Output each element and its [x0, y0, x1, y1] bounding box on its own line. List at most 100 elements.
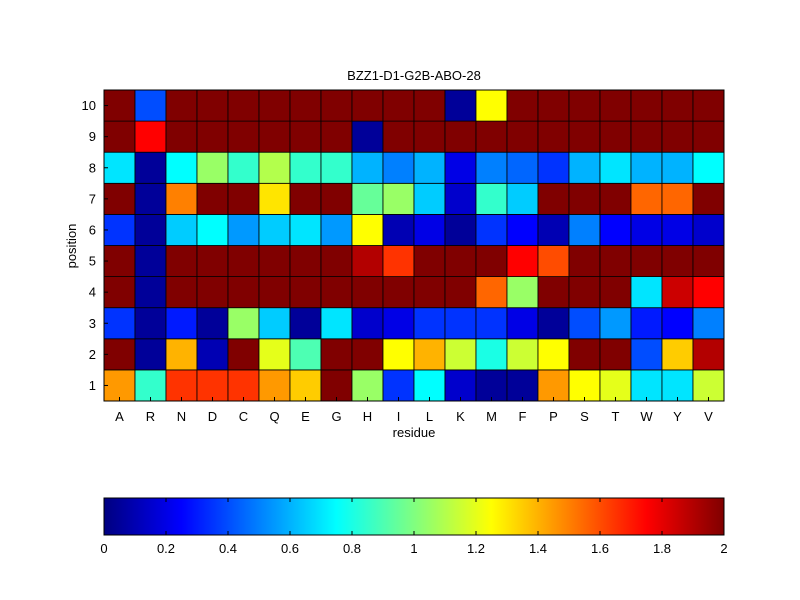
colorbar-tick-label: 2: [720, 541, 727, 556]
heatmap-cell: [289, 307, 322, 340]
heatmap-cell: [599, 276, 632, 309]
heatmap-cell: [692, 120, 725, 153]
heatmap-cell: [382, 245, 415, 278]
x-tick-label: K: [456, 409, 465, 424]
heatmap-cell: [351, 151, 384, 184]
y-tick-label: 9: [89, 129, 96, 144]
heatmap-cell: [413, 245, 446, 278]
heatmap-cell: [413, 276, 446, 309]
colorbar-tick-label: 1: [410, 541, 417, 556]
heatmap-cell: [630, 89, 663, 122]
heatmap-cell: [506, 369, 539, 402]
heatmap-cell: [661, 120, 694, 153]
heatmap-cell: [444, 276, 477, 309]
heatmap-cell: [382, 369, 415, 402]
heatmap-cell: [568, 89, 601, 122]
heatmap-cell: [475, 182, 508, 215]
heatmap-cell: [351, 307, 384, 340]
heatmap-cell: [134, 213, 167, 246]
heatmap-cell: [165, 213, 198, 246]
heatmap-cell: [444, 151, 477, 184]
heatmap-cell: [475, 245, 508, 278]
heatmap-cell: [196, 89, 229, 122]
heatmap-cell: [227, 213, 260, 246]
heatmap-cell: [630, 338, 663, 371]
heatmap-cell: [103, 276, 136, 309]
heatmap-cell: [103, 338, 136, 371]
x-tick-label: C: [239, 409, 248, 424]
heatmap-cell: [134, 307, 167, 340]
heatmap-cell: [475, 338, 508, 371]
x-tick-label: P: [549, 409, 558, 424]
heatmap-cell: [537, 151, 570, 184]
heatmap-cell: [568, 182, 601, 215]
heatmap-cell: [382, 307, 415, 340]
plot-frame: [103, 89, 725, 402]
heatmap-cell: [103, 182, 136, 215]
heatmap-cell: [568, 213, 601, 246]
x-tick-label: I: [397, 409, 401, 424]
heatmap-cell: [165, 369, 198, 402]
y-tick-label: 8: [89, 160, 96, 175]
heatmap-cell: [258, 182, 291, 215]
heatmap-cell: [165, 151, 198, 184]
y-tick-label: 1: [89, 378, 96, 393]
heatmap-cell: [289, 120, 322, 153]
y-tick-label: 5: [89, 254, 96, 269]
heatmap-cell: [599, 307, 632, 340]
heatmap-cell: [165, 89, 198, 122]
heatmap-cell: [568, 245, 601, 278]
y-tick-label: 4: [89, 285, 96, 300]
heatmap-cell: [599, 245, 632, 278]
heatmap-cell: [134, 369, 167, 402]
x-tick-label: Q: [269, 409, 279, 424]
heatmap-cell: [258, 151, 291, 184]
heatmap-cell: [444, 120, 477, 153]
heatmap-cell: [289, 245, 322, 278]
heatmap-cell: [382, 89, 415, 122]
heatmap-cell: [320, 276, 353, 309]
heatmap-cell: [351, 276, 384, 309]
x-tick-label: V: [704, 409, 713, 424]
heatmap-cell: [351, 89, 384, 122]
heatmap-cell: [413, 182, 446, 215]
y-tick-label: 10: [82, 98, 96, 113]
heatmap-cell: [227, 369, 260, 402]
heatmap-cell: [320, 338, 353, 371]
x-tick-label: N: [177, 409, 186, 424]
heatmap-cell: [227, 182, 260, 215]
heatmap-cell: [165, 182, 198, 215]
heatmap-cell: [227, 245, 260, 278]
heatmap-cell: [630, 369, 663, 402]
heatmap-cell: [568, 369, 601, 402]
heatmap-cell: [537, 338, 570, 371]
heatmap-cell: [196, 120, 229, 153]
heatmap-cell: [506, 120, 539, 153]
heatmap-cell: [320, 369, 353, 402]
heatmap-cell: [134, 120, 167, 153]
heatmap-cell: [382, 276, 415, 309]
heatmap-cell: [227, 151, 260, 184]
heatmap-cell: [475, 276, 508, 309]
y-tick-label: 3: [89, 316, 96, 331]
heatmap-cell: [475, 369, 508, 402]
x-tick-label: Y: [673, 409, 682, 424]
heatmap-cell: [692, 151, 725, 184]
colorbar-ticks: 0 0.2 0.4 0.6 0.8 1 1.2 1.4 1.6 1.8 2: [100, 498, 728, 556]
heatmap-cell: [444, 89, 477, 122]
heatmap-cell: [413, 338, 446, 371]
heatmap-cell: [444, 182, 477, 215]
heatmap-cell: [568, 120, 601, 153]
heatmap-cell: [506, 182, 539, 215]
heatmap-cell: [413, 89, 446, 122]
heatmap-cell: [475, 151, 508, 184]
heatmap-cell: [289, 151, 322, 184]
heatmap-cell: [258, 338, 291, 371]
heatmap-cell: [630, 151, 663, 184]
heatmap-cell: [103, 369, 136, 402]
heatmap-cell: [258, 307, 291, 340]
heatmap-cell: [444, 369, 477, 402]
heatmap-cell: [537, 89, 570, 122]
heatmap-cell: [196, 245, 229, 278]
